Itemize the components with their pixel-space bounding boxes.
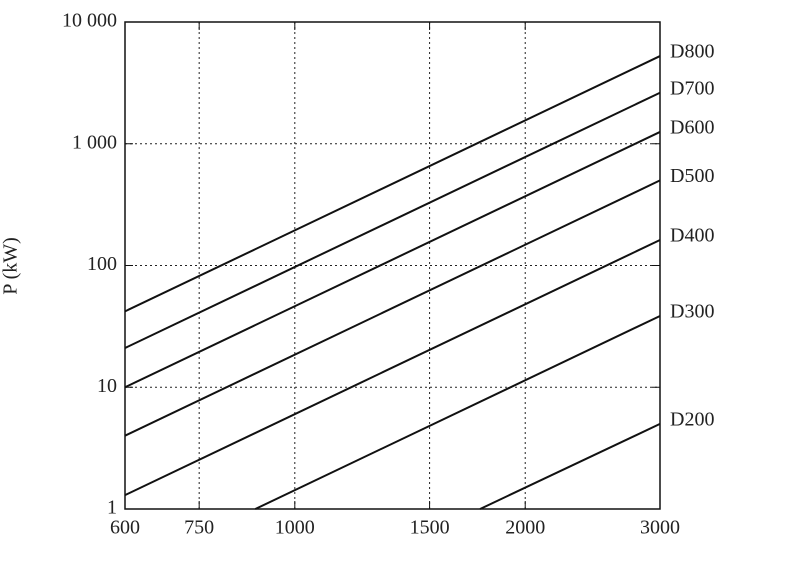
x-tick-label: 3000	[640, 517, 680, 539]
series-label: D700	[670, 77, 714, 99]
series-line	[124, 239, 661, 497]
y-axis-label: P (kW)	[0, 237, 22, 295]
series-line	[479, 422, 661, 510]
series-label: D500	[670, 165, 714, 187]
series-label: D300	[670, 301, 714, 323]
x-tick-label: 750	[184, 517, 214, 539]
y-tick-label: 10 000	[62, 10, 117, 32]
y-tick-label: 10	[97, 375, 117, 397]
series-label: D400	[670, 225, 714, 247]
x-tick-label: 600	[110, 517, 140, 539]
series-label: D200	[670, 408, 714, 430]
x-tick-label: 1000	[275, 517, 315, 539]
y-tick-label: 1 000	[72, 131, 117, 153]
x-tick-label: 1500	[410, 517, 450, 539]
y-tick-label: 1	[107, 497, 117, 519]
series-line	[254, 315, 661, 510]
plot-frame	[124, 21, 661, 510]
series-line	[124, 179, 661, 437]
series-label: D600	[670, 117, 714, 139]
series-label: D800	[670, 41, 714, 63]
y-tick-label: 100	[87, 253, 117, 275]
series-line	[124, 131, 661, 389]
series-line	[124, 91, 661, 349]
x-tick-label: 2000	[505, 517, 545, 539]
series-line	[124, 55, 661, 313]
